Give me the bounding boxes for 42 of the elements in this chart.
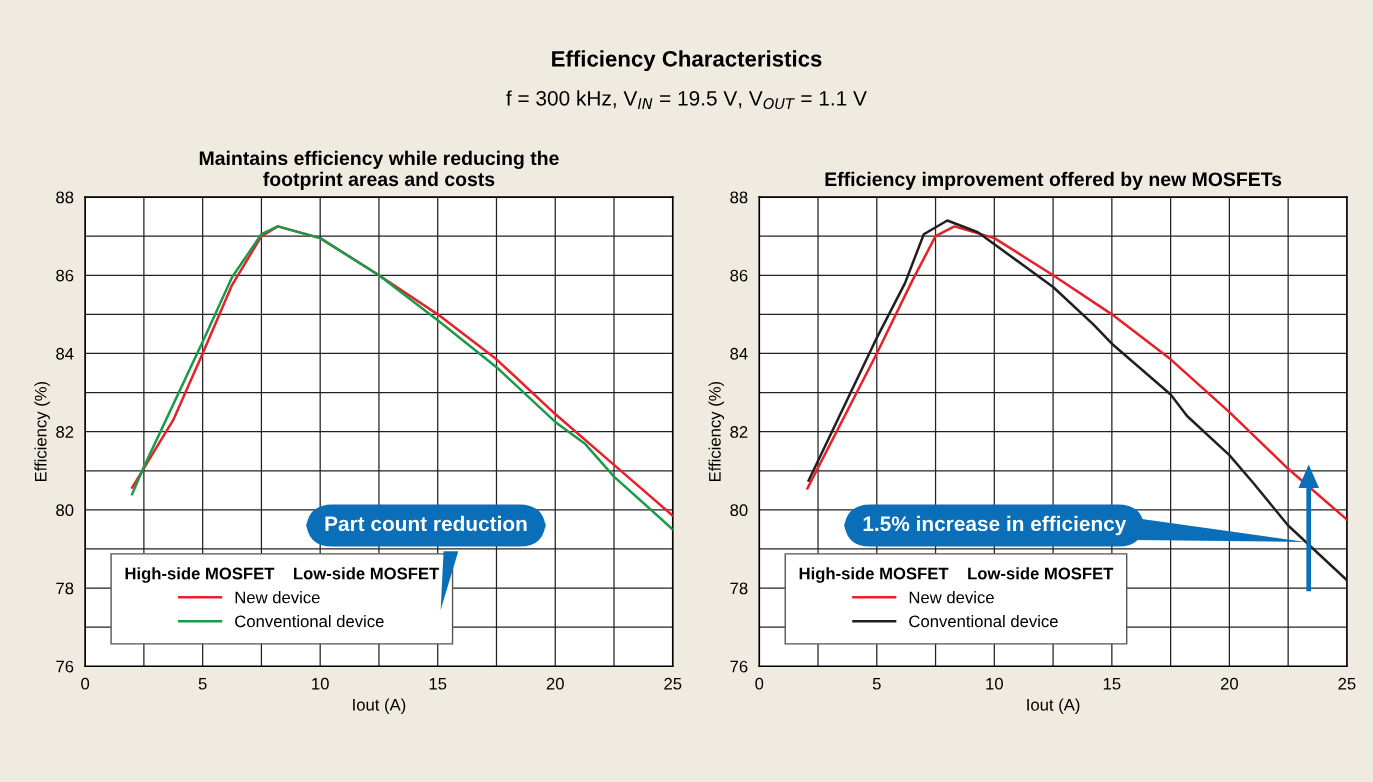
x-tick-label: 10 [312, 677, 329, 690]
y-axis-title: Efficiency (%) [34, 381, 50, 482]
y-tick-label: 88 [730, 191, 748, 204]
y-axis-title: Efficiency (%) [708, 381, 725, 482]
x-axis-title: Iout (A) [353, 698, 406, 714]
annotation: Part count reduction [325, 515, 527, 532]
legend-label: New device [909, 591, 994, 604]
x-tick-label: 15 [429, 677, 447, 690]
x-tick-label: 0 [81, 677, 90, 690]
y-tick-label: 80 [730, 504, 748, 517]
x-axis-title: Iout (A) [1027, 698, 1080, 714]
annotation: 1.5% increase in efficiency [863, 515, 1127, 536]
legend-title: High-side MOSFET Low-side MOSFET [125, 567, 440, 583]
y-tick-label: 82 [56, 426, 74, 438]
y-tick-label: 86 [730, 269, 748, 282]
y-tick-label: 88 [56, 191, 74, 204]
y-tick-label: 76 [730, 660, 748, 673]
chart-title: Maintains efficiency while reducing the footprint areas and costs [199, 150, 559, 190]
legend-label: Conventional device [235, 614, 384, 628]
text: Efficiency Characteristics [552, 50, 822, 72]
chart-title: Efficiency improvement offered by new MOSFETs [825, 171, 1282, 190]
x-tick-label: 25 [664, 677, 682, 690]
y-tick-label: 84 [56, 347, 74, 360]
legend-label: New device [235, 591, 320, 604]
x-tick-label: 5 [872, 677, 881, 690]
y-tick-label: 86 [56, 269, 74, 282]
x-tick-label: 20 [1220, 677, 1238, 690]
x-tick-label: 0 [755, 677, 764, 690]
text: f = 300 kHz, V$_{IN}$ = 19.5 V, V$_{OUT}$ = 1.1 V [506, 90, 867, 110]
y-tick-label: 78 [730, 582, 748, 595]
x-tick-label: 5 [198, 677, 207, 690]
x-tick-label: 15 [1103, 677, 1121, 690]
y-tick-label: 78 [56, 582, 74, 595]
x-tick-label: 10 [986, 677, 1003, 690]
y-tick-label: 80 [56, 504, 74, 517]
x-tick-label: 20 [546, 677, 564, 690]
x-tick-label: 25 [1338, 677, 1356, 690]
y-tick-label: 76 [56, 660, 74, 673]
legend-title: High-side MOSFET Low-side MOSFET [799, 567, 1114, 583]
legend-label: Conventional device [909, 614, 1058, 628]
y-tick-label: 82 [730, 426, 748, 438]
y-tick-label: 84 [730, 347, 748, 360]
